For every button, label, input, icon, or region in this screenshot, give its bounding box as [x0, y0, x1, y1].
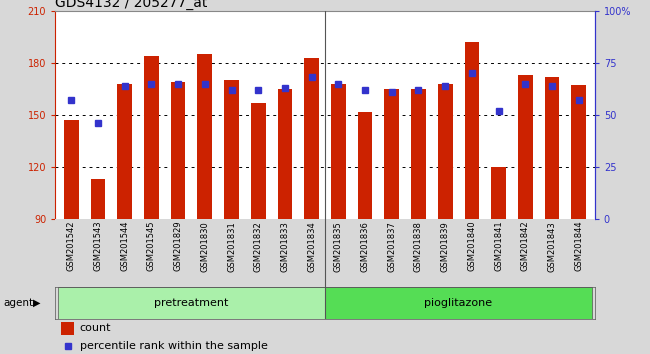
Text: agent: agent — [3, 298, 33, 308]
Bar — [411, 89, 426, 219]
Bar — [491, 167, 506, 219]
Bar — [58, 287, 325, 319]
Bar — [438, 84, 452, 219]
Bar — [331, 84, 346, 219]
Bar — [518, 75, 532, 219]
Text: GSM201832: GSM201832 — [254, 221, 263, 272]
Text: GDS4132 / 205277_at: GDS4132 / 205277_at — [55, 0, 207, 10]
Text: GSM201839: GSM201839 — [441, 221, 450, 272]
Text: pretreatment: pretreatment — [154, 298, 229, 308]
Bar — [224, 80, 239, 219]
Text: GSM201837: GSM201837 — [387, 221, 396, 272]
Bar — [545, 77, 560, 219]
Bar — [384, 89, 399, 219]
Bar — [465, 42, 479, 219]
Bar — [198, 54, 212, 219]
Text: GSM201830: GSM201830 — [200, 221, 209, 272]
Bar — [64, 120, 79, 219]
Text: GSM201833: GSM201833 — [280, 221, 289, 272]
Bar — [60, 322, 74, 335]
Text: GSM201842: GSM201842 — [521, 221, 530, 272]
Text: GSM201838: GSM201838 — [414, 221, 423, 272]
Bar — [144, 56, 159, 219]
Bar — [171, 82, 185, 219]
Bar — [278, 89, 292, 219]
Text: GSM201543: GSM201543 — [94, 221, 103, 272]
Text: GSM201843: GSM201843 — [547, 221, 556, 272]
Text: GSM201542: GSM201542 — [67, 221, 76, 271]
Bar — [251, 103, 266, 219]
Text: GSM201544: GSM201544 — [120, 221, 129, 271]
Bar — [325, 287, 592, 319]
Text: GSM201834: GSM201834 — [307, 221, 316, 272]
Text: GSM201829: GSM201829 — [174, 221, 183, 272]
Text: GSM201836: GSM201836 — [361, 221, 370, 272]
Bar — [304, 58, 319, 219]
Text: pioglitazone: pioglitazone — [424, 298, 493, 308]
Text: percentile rank within the sample: percentile rank within the sample — [79, 341, 267, 351]
Text: ▶: ▶ — [33, 298, 41, 308]
Bar — [571, 85, 586, 219]
Text: count: count — [79, 323, 111, 333]
Bar — [358, 112, 372, 219]
Bar — [118, 84, 132, 219]
Text: GSM201831: GSM201831 — [227, 221, 236, 272]
Text: GSM201835: GSM201835 — [334, 221, 343, 272]
Text: GSM201545: GSM201545 — [147, 221, 156, 271]
Text: GSM201844: GSM201844 — [574, 221, 583, 272]
Text: GSM201841: GSM201841 — [494, 221, 503, 272]
Bar — [90, 179, 105, 219]
Text: GSM201840: GSM201840 — [467, 221, 476, 272]
